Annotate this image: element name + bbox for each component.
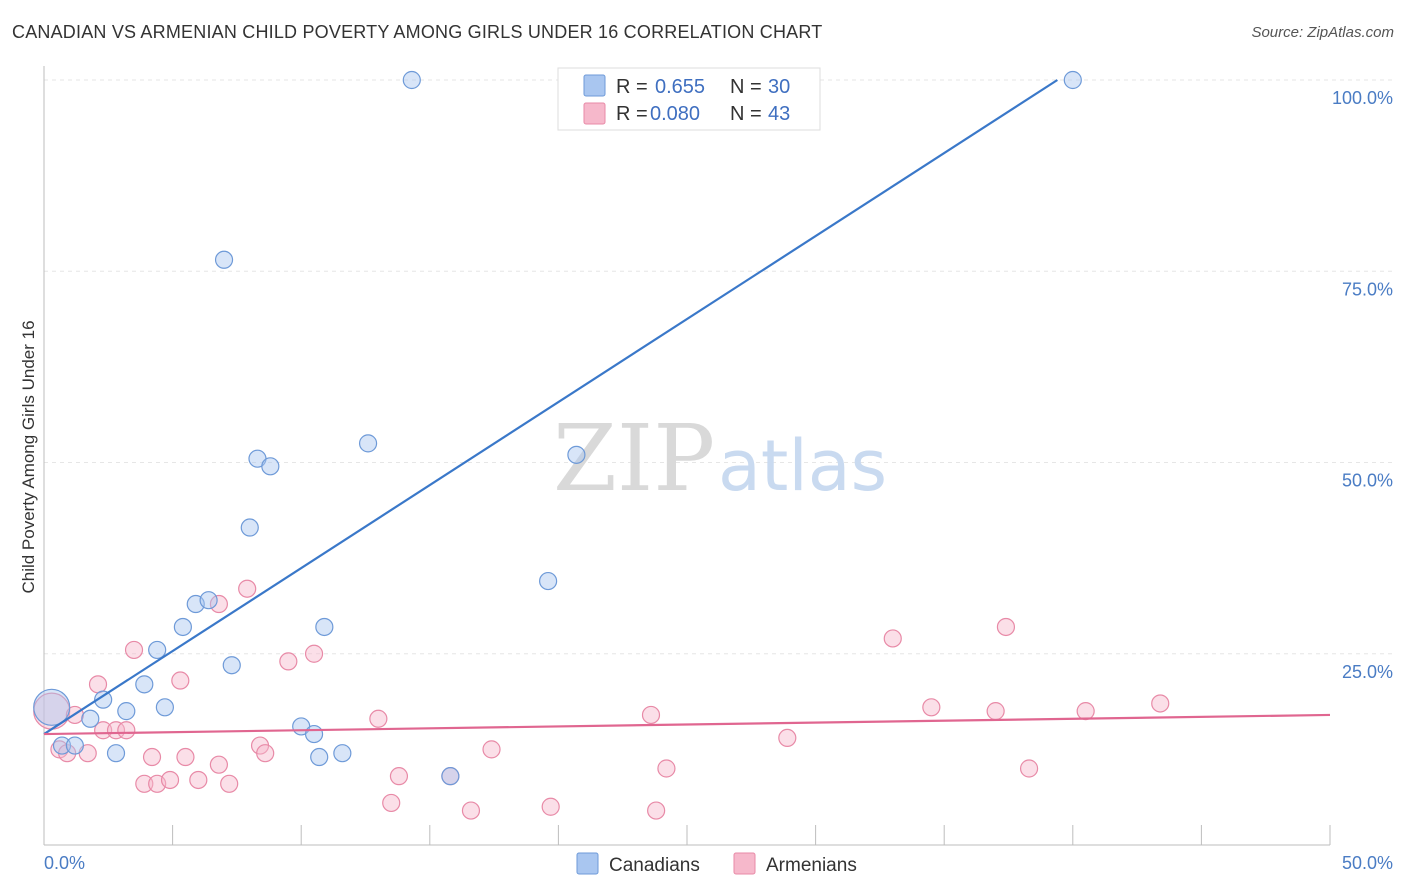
canadians-point	[402, 70, 421, 90]
watermark-zip: ZIP	[553, 405, 715, 512]
y-tick-label: 25.0%	[1342, 662, 1393, 682]
armenians-point	[986, 702, 1005, 721]
armenians-point	[922, 698, 941, 717]
canadians-trend-line	[43, 79, 1058, 735]
grid-lines	[44, 79, 1392, 655]
armenians-point	[304, 644, 324, 663]
canadians-point	[222, 656, 241, 675]
armenians-point	[238, 579, 257, 598]
y-tick-labels: 25.0% 50.0% 75.0% 100.0%	[1332, 88, 1393, 682]
series-legend-label-armenians: Armenians	[766, 855, 857, 876]
armenians-point	[1019, 759, 1039, 778]
armenians-trend-line	[43, 713, 1331, 736]
canadians-point	[52, 736, 72, 755]
armenians-point	[279, 652, 298, 671]
armenians-point	[124, 640, 144, 660]
armenians-point	[647, 801, 666, 820]
armenians-point	[461, 801, 481, 820]
legend-swatch-canadians	[583, 74, 606, 97]
canadians-point	[441, 767, 460, 786]
legend-n-value-canadians: 30	[768, 76, 790, 98]
legend-r-label-canadians: R =	[616, 76, 648, 98]
canadians-point	[81, 709, 100, 728]
canadians-point	[214, 250, 234, 269]
armenians-point	[996, 617, 1016, 637]
canadians-point	[65, 736, 84, 755]
canadians-point	[310, 747, 329, 767]
armenians-point	[94, 721, 113, 740]
canadians-point	[261, 457, 280, 476]
canadians-point	[333, 744, 352, 763]
armenians-point	[369, 709, 388, 728]
y-tick-label: 50.0%	[1342, 471, 1393, 491]
canadians-point	[155, 698, 174, 717]
armenians-point	[117, 721, 136, 740]
legend-r-label-armenians: R =	[616, 103, 648, 125]
canadians-point	[567, 445, 586, 464]
armenians-point	[389, 767, 409, 786]
canadians-point	[358, 434, 378, 453]
armenians-point	[657, 759, 676, 778]
armenians-point	[482, 740, 501, 759]
x-tick-labels: 0.0% 50.0%	[44, 853, 1393, 873]
armenians-point	[209, 755, 228, 774]
armenians-point	[641, 705, 661, 725]
canadians-point	[539, 571, 558, 591]
canadians-point	[315, 617, 334, 637]
canadians-point	[304, 724, 324, 744]
armenians-point	[778, 728, 797, 748]
legend-n-value-armenians: 43	[768, 103, 790, 125]
chart-title: CANADIAN VS ARMENIAN CHILD POVERTY AMONG…	[12, 22, 823, 42]
canadians-point	[106, 744, 126, 763]
armenians-point	[142, 747, 162, 767]
y-tick-label: 100.0%	[1332, 88, 1393, 108]
legend-r-value-canadians: 0.655	[655, 76, 705, 98]
legend-n-label-canadians: N =	[730, 76, 762, 98]
legend-r-value-armenians: 0.080	[650, 103, 700, 125]
armenians-point	[189, 770, 208, 790]
watermark-atlas: atlas	[718, 425, 887, 507]
x-tick-label-max: 50.0%	[1342, 853, 1393, 873]
armenians-point	[171, 671, 190, 690]
axes	[43, 66, 1331, 846]
data-points	[33, 70, 1170, 820]
x-tick-label-min: 0.0%	[44, 853, 85, 873]
armenians-point	[135, 774, 154, 793]
series-legend-swatch-canadians	[576, 852, 599, 875]
series-legend: Canadians Armenians	[576, 852, 857, 876]
armenians-point	[220, 774, 239, 793]
legend-swatch-armenians	[583, 102, 606, 125]
canadians-point	[33, 688, 71, 726]
canadians-point	[199, 591, 218, 610]
y-tick-label: 75.0%	[1342, 279, 1393, 299]
armenians-point	[160, 770, 180, 790]
series-legend-swatch-armenians	[733, 852, 756, 875]
armenians-point	[883, 629, 902, 648]
armenians-point	[106, 721, 126, 740]
armenians-point	[256, 744, 275, 763]
canadians-point	[1063, 70, 1082, 90]
armenians-point	[176, 747, 195, 767]
canadians-point	[94, 690, 113, 709]
armenians-point	[88, 675, 108, 694]
series-legend-label-canadians: Canadians	[609, 855, 700, 876]
armenians-point	[1151, 694, 1170, 713]
armenians-point	[382, 793, 401, 813]
trend-lines	[43, 79, 1331, 736]
armenians-point	[1076, 702, 1095, 721]
armenians-point	[209, 594, 228, 614]
canadians-point	[240, 518, 259, 537]
armenians-point	[541, 797, 560, 816]
legend-n-label-armenians: N =	[730, 103, 762, 125]
canadians-point	[117, 702, 136, 721]
watermark: ZIP atlas	[553, 405, 887, 512]
canadians-point	[173, 617, 192, 637]
canadians-point	[148, 640, 167, 660]
y-axis-label: Child Poverty Among Girls Under 16	[19, 320, 38, 593]
stats-legend: R = 0.655 N = 30 R = 0.080 N = 43	[557, 67, 821, 131]
canadians-point	[135, 675, 154, 694]
source-label: Source: ZipAtlas.com	[1251, 24, 1394, 41]
